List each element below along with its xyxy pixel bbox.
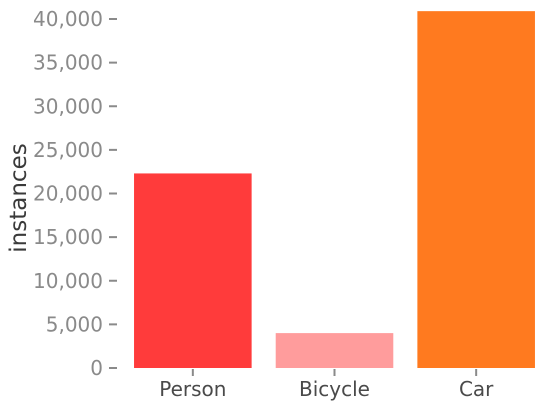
x-tick-label-bicycle: Bicycle: [299, 377, 370, 401]
x-axis: Person Bicycle Car: [159, 369, 494, 401]
y-tick-label: 35,000: [33, 51, 103, 75]
bars: [134, 11, 535, 369]
x-tick-label-car: Car: [459, 377, 494, 401]
y-axis-title: instances: [6, 143, 32, 252]
y-tick-label: 15,000: [33, 225, 103, 249]
y-tick-label: 40,000: [33, 7, 103, 31]
x-tick-label-person: Person: [159, 377, 226, 401]
bar-bicycle: [275, 333, 394, 368]
bar-car: [417, 11, 535, 369]
y-tick-label: 5,000: [46, 312, 103, 336]
y-axis: 0 5,000 10,000 15,000 20,000 25,000 30,000 35,0…: [33, 7, 117, 380]
y-tick-label: 30,000: [33, 94, 103, 118]
y-tick-label: 10,000: [33, 269, 103, 293]
y-tick-label: 25,000: [33, 138, 103, 162]
y-tick-label: 0: [90, 356, 103, 380]
bar-person: [134, 173, 252, 368]
y-tick-label: 20,000: [33, 182, 103, 206]
